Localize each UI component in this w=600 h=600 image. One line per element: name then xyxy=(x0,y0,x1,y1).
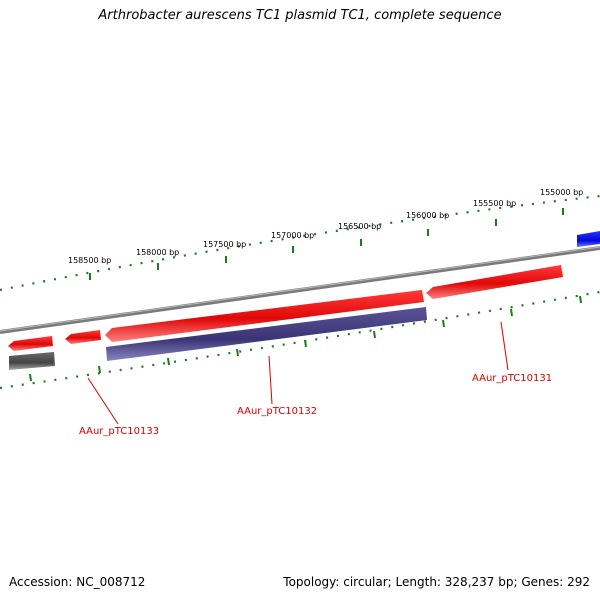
scale-label: 156500 bp xyxy=(338,222,381,231)
accession-text: Accession: NC_008712 xyxy=(9,575,146,589)
gene-callout-line xyxy=(268,355,273,405)
major-tick xyxy=(579,295,582,304)
scale-label: 155000 bp xyxy=(540,188,583,197)
scale-labels: 158500 bp 158000 bp 157500 bp 157000 bp … xyxy=(68,188,583,265)
sequence-summary: Topology: circular; Length: 328,237 bp; … xyxy=(283,575,590,589)
major-tick xyxy=(29,373,32,382)
forward-gene-arrow xyxy=(8,336,53,351)
major-tick xyxy=(373,330,376,339)
scale-label: 155500 bp xyxy=(473,199,516,208)
scale-label: 157500 bp xyxy=(203,240,246,249)
major-tick xyxy=(304,339,307,348)
outer-scale-ring xyxy=(0,194,600,292)
scale-label: 158000 bp xyxy=(136,248,179,257)
gene-label: AAur_pTC10132 xyxy=(237,406,317,417)
gene-callout-line xyxy=(500,321,509,371)
blue-feature-arrow xyxy=(577,231,600,247)
major-tick xyxy=(510,308,513,317)
map-title: Arthrobacter aurescens TC1 plasmid TC1, … xyxy=(98,8,502,23)
gene-label: AAur_pTC10131 xyxy=(472,373,552,384)
major-tick xyxy=(236,348,239,357)
scale-label: 156000 bp xyxy=(406,211,449,220)
gray-feature-arrow xyxy=(9,352,55,370)
gene-callout-line xyxy=(87,377,119,425)
reverse-gene-arrow xyxy=(106,307,427,361)
gene-label: AAur_pTC10133 xyxy=(79,426,159,437)
backbone-highlight xyxy=(0,246,600,332)
inner-scale-ring xyxy=(0,290,600,390)
forward-gene-arrow xyxy=(65,330,101,344)
forward-gene-arrow xyxy=(105,290,424,342)
major-tick xyxy=(442,319,445,328)
major-tick xyxy=(98,365,101,374)
major-tick xyxy=(167,357,170,366)
scale-label: 157000 bp xyxy=(271,231,314,240)
forward-gene-arrow xyxy=(426,265,563,299)
scale-label: 158500 bp xyxy=(68,256,111,265)
